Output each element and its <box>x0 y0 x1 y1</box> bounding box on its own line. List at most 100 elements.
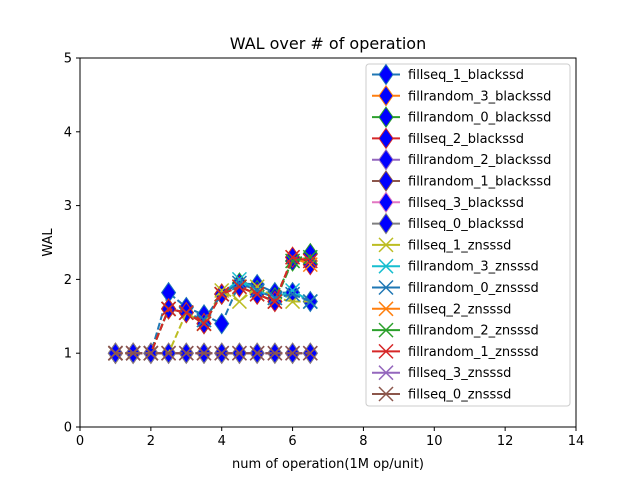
plot-frame <box>79 57 577 428</box>
data-point <box>178 305 194 321</box>
legend-entry: fillseq_0_znsssd <box>372 386 511 403</box>
legend-marker <box>378 279 394 296</box>
data-point <box>143 345 159 361</box>
legend-label: fillrandom_2_blackssd <box>408 153 551 168</box>
legend-label: fillseq_0_znsssd <box>408 388 511 403</box>
x-tick-label: 2 <box>147 434 155 449</box>
y-axis-label: WAL <box>41 228 56 257</box>
y-tick-label: 2 <box>64 273 72 288</box>
data-point <box>231 279 247 295</box>
y-tick-label: 0 <box>64 421 72 436</box>
x-tick-label: 10 <box>426 434 443 449</box>
data-point <box>302 345 318 361</box>
legend-label: fillrandom_0_znsssd <box>408 281 539 296</box>
data-point <box>178 345 194 361</box>
x-tick-label: 14 <box>568 434 585 449</box>
legend-marker <box>378 170 394 192</box>
legend-entry: fillseq_1_blackssd <box>372 63 524 86</box>
legend-label: fillrandom_1_znsssd <box>408 345 539 360</box>
data-point <box>267 294 283 310</box>
legend-label: fillseq_2_znsssd <box>408 302 511 317</box>
legend-marker <box>378 191 394 214</box>
y-tick-label: 4 <box>64 125 72 140</box>
chart-title: WAL over # of operation <box>230 34 426 53</box>
legend-label: fillrandom_3_blackssd <box>408 89 551 104</box>
data-point <box>285 249 301 265</box>
data-point <box>285 286 301 302</box>
data-point <box>214 345 230 361</box>
legend-marker <box>378 386 394 402</box>
data-point <box>285 253 301 269</box>
data-point <box>196 316 212 332</box>
data-point <box>196 345 212 361</box>
legend-box <box>365 63 571 407</box>
legend-label: fillseq_3_blackssd <box>408 196 524 211</box>
data-point <box>267 345 283 361</box>
data-point <box>231 345 247 361</box>
data-point <box>161 345 177 361</box>
series-fillseq_0_znsssd <box>107 345 318 361</box>
x-tick-label: 8 <box>359 434 367 449</box>
legend-label: fillrandom_2_znsssd <box>408 324 539 339</box>
legend-marker <box>378 148 394 171</box>
legend-marker <box>378 237 394 253</box>
data-point <box>302 249 318 265</box>
data-point <box>125 345 141 361</box>
data-point <box>249 345 265 361</box>
y-tick-label: 1 <box>64 347 72 362</box>
legend-marker <box>378 365 394 381</box>
data-point <box>285 345 301 361</box>
data-point <box>214 282 230 299</box>
data-point <box>214 312 230 335</box>
data-point <box>302 253 318 269</box>
legend-label: fillseq_3_znsssd <box>408 366 511 381</box>
legend-label: fillseq_2_blackssd <box>408 132 524 147</box>
x-axis-label: num of operation(1M op/unit) <box>232 457 424 472</box>
legend-entry: fillrandom_3_znsssd <box>372 258 539 275</box>
data-point <box>231 271 247 287</box>
legend-label: fillrandom_0_blackssd <box>408 111 551 126</box>
data-point <box>107 345 123 361</box>
legend-marker <box>378 106 394 128</box>
series-layer <box>107 242 318 365</box>
legend: fillseq_1_blackssd fillrandom_3_blackssdf… <box>365 63 571 407</box>
legend-marker <box>378 127 394 150</box>
legend-entry: fillrandom_1_znsssd <box>372 343 539 360</box>
legend-entry: fillseq_0_blackssd <box>372 212 524 235</box>
legend-entry: fillrandom_2_znsssd <box>372 322 539 339</box>
data-point <box>249 282 265 299</box>
data-point <box>161 301 177 317</box>
x-tick-label: 6 <box>288 434 296 449</box>
x-tick-label: 0 <box>76 434 84 449</box>
legend-label: fillseq_1_znsssd <box>408 238 511 253</box>
data-point <box>231 294 247 310</box>
legend-label: fillrandom_3_znsssd <box>408 260 539 275</box>
legend-entry: fillrandom_0_znsssd <box>372 279 539 296</box>
data-point <box>214 286 230 302</box>
legend-entry: fillrandom_3_blackssd <box>372 84 551 107</box>
legend-label: fillrandom_1_blackssd <box>408 175 551 190</box>
legend-marker <box>378 322 394 338</box>
legend-entry: fillseq_3_znsssd <box>372 365 511 381</box>
legend-marker <box>378 212 394 235</box>
data-point <box>249 286 265 302</box>
legend-entry: fillrandom_2_blackssd <box>372 148 551 171</box>
legend-marker <box>378 63 394 86</box>
legend-entry: fillrandom_0_blackssd <box>372 106 551 128</box>
x-tick-label: 4 <box>218 434 226 449</box>
legend-entry: fillseq_3_blackssd <box>372 191 524 214</box>
legend-entry: fillseq_2_blackssd <box>372 127 524 150</box>
legend-marker <box>378 84 394 107</box>
x-tick-label: 12 <box>497 434 514 449</box>
legend-label: fillseq_1_blackssd <box>408 68 524 83</box>
legend-entry: fillseq_1_znsssd <box>372 237 511 253</box>
y-tick-label: 5 <box>64 52 72 67</box>
legend-marker <box>378 343 394 359</box>
legend-entry: fillseq_2_znsssd <box>372 301 511 317</box>
legend-marker <box>378 258 394 274</box>
y-tick-label: 3 <box>64 199 72 214</box>
legend-marker <box>378 301 394 317</box>
